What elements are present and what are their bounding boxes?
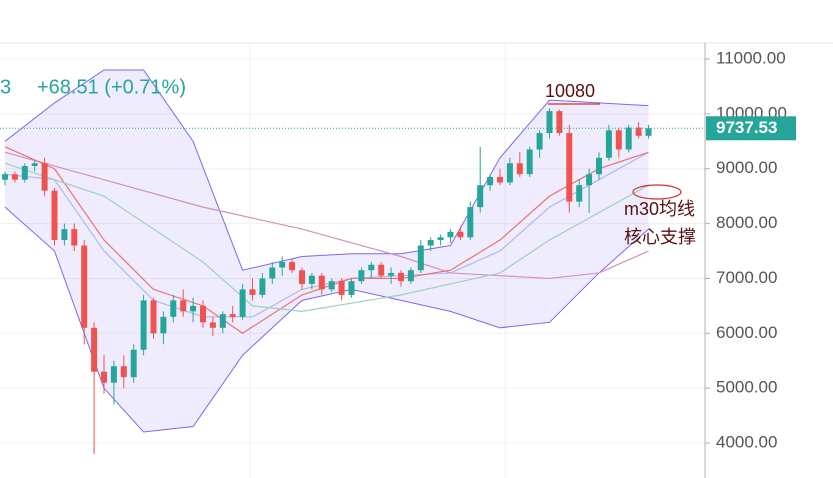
candle-body [497, 176, 503, 183]
candle-body [61, 229, 68, 241]
band-fill [5, 69, 649, 433]
y-tick-label: 9000.00 [716, 158, 777, 177]
candle-body [635, 127, 642, 136]
overlays [4, 146, 649, 335]
candle-body [81, 245, 88, 328]
candle-body [249, 289, 256, 295]
candle-body [91, 327, 98, 372]
y-tick-label: 5000.00 [716, 378, 777, 397]
moving-average [4, 162, 649, 312]
candle-body [328, 281, 335, 290]
candle-body [625, 127, 632, 150]
candle-body [200, 305, 206, 323]
candle-body [596, 157, 602, 175]
last-price: 9737.53 [0, 116, 796, 141]
candle-body [101, 371, 107, 383]
candle-body [576, 185, 583, 202]
candle-body [338, 281, 345, 295]
y-tick-label: 7000.00 [716, 268, 777, 287]
candle-body [506, 163, 513, 183]
candle-body [417, 245, 424, 271]
candle-body [605, 130, 612, 158]
candle-body [190, 305, 197, 312]
bands [4, 69, 649, 433]
candle-body [348, 281, 355, 295]
candle-body [398, 272, 404, 282]
candle-body [407, 270, 414, 282]
moving-average [4, 151, 649, 280]
candle-body [259, 278, 266, 295]
high-annotation: 10080 [545, 81, 595, 101]
candle-body [546, 111, 553, 134]
candle-body [358, 270, 365, 282]
candle-body [566, 133, 573, 202]
candle-body [437, 237, 444, 241]
band-lower [4, 206, 649, 433]
candle-body [447, 231, 454, 238]
price-axis: 4000.00 5000.00 6000.00 7000.00 8000.00 9000.… [705, 49, 787, 451]
candle-body [180, 300, 187, 312]
candle-body [269, 267, 276, 279]
candle-body [556, 111, 563, 134]
candle-body [586, 174, 593, 186]
candle-body [110, 366, 117, 383]
candle-body [308, 275, 315, 284]
candle-body [219, 314, 226, 328]
candle-body [11, 174, 18, 180]
candle-body [615, 130, 622, 150]
annotation-line: 核心支撑 [624, 227, 696, 247]
candle-body [368, 264, 375, 271]
last-price-box [706, 116, 796, 141]
candle-body [427, 240, 434, 246]
candle-body [318, 275, 325, 290]
candle-body [41, 163, 48, 191]
candle-body [51, 190, 58, 241]
change-text: +68.51 (+0.71%) [37, 76, 186, 98]
candle-body [467, 207, 474, 238]
candle-body [457, 231, 464, 238]
candle-body [299, 270, 305, 284]
candle-body [536, 133, 543, 150]
last-price-label: 9737.53 [716, 118, 777, 137]
candle-body [209, 322, 216, 328]
candle-body [526, 149, 533, 175]
candle-body [487, 176, 494, 186]
grid [0, 58, 705, 444]
candle-body [516, 163, 523, 175]
y-tick-label: 4000.00 [716, 432, 777, 451]
candle-body [2, 174, 8, 180]
candle-body [477, 185, 484, 208]
candle-body [71, 229, 78, 246]
candle-body [289, 261, 296, 271]
candle-body [279, 261, 286, 268]
band-upper [4, 69, 649, 271]
annotation-line: m30均线 [624, 199, 695, 219]
candle-body [160, 316, 167, 334]
candles [2, 108, 652, 454]
candle-body [130, 349, 137, 378]
moving-average [4, 151, 649, 318]
candle-body [120, 366, 127, 378]
candle-body [388, 272, 395, 276]
candle-body [150, 300, 157, 334]
candle-body [170, 300, 177, 317]
candle-body [31, 163, 38, 166]
candle-body [378, 264, 385, 276]
y-tick-label: 6000.00 [716, 323, 777, 342]
y-tick-label: 8000.00 [716, 213, 777, 232]
candle-body [229, 314, 236, 317]
moving-average [4, 146, 649, 335]
candle-body [645, 128, 652, 136]
candle-body [21, 165, 28, 180]
support-circle [632, 184, 682, 200]
legend-fragment: 3 [0, 76, 11, 98]
y-tick-label: 11000.00 [716, 49, 786, 68]
candle-body [140, 300, 147, 350]
candle-body [239, 289, 246, 317]
